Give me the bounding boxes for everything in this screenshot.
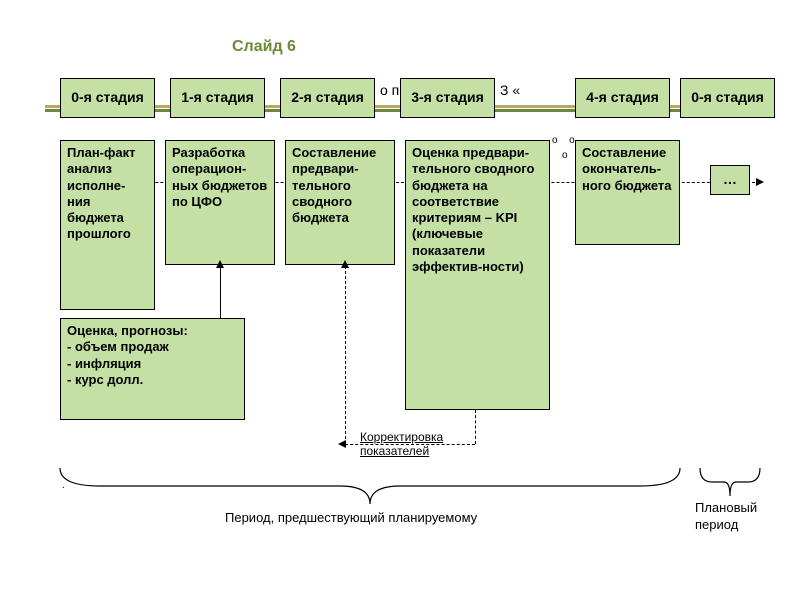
subtitle-frag-b: о п [380, 82, 399, 98]
brace-left [60, 468, 680, 508]
forecast-box: Оценка, прогнозы: - объем продаж - инфля… [60, 318, 245, 420]
forecast-arrow-head [216, 260, 224, 268]
period-left-label: Период, предшествующий планируемому [225, 510, 485, 527]
slide-title: Слайд 6 [232, 38, 296, 56]
corr-arrow-head [341, 260, 349, 268]
corr-v1 [345, 266, 346, 444]
block-5: … [710, 165, 750, 195]
stage-3: 3-я стадия [400, 78, 495, 118]
block-3: Оценка предвари-тельного сводного бюджет… [405, 140, 550, 410]
stray-circle2: o [562, 150, 568, 161]
stage-2: 2-я стадия [280, 78, 375, 118]
stage-0b: 0-я стадия [680, 78, 775, 118]
stray-circles: o o [552, 135, 577, 146]
brace-right [700, 468, 760, 502]
block-4: Составление окончатель-ного бюджета [575, 140, 680, 245]
subtitle-frag-c: З « [500, 82, 520, 98]
stage-1: 1-я стадия [170, 78, 265, 118]
forecast-arrow-line [220, 266, 221, 318]
block-1: Разработка операцион-ных бюджетов по ЦФО [165, 140, 275, 265]
flow-arrow-head [756, 178, 764, 186]
stage-4: 4-я стадия [575, 78, 670, 118]
block-0: План-факт анализ исполне-ния бюджета про… [60, 140, 155, 310]
period-right-label: Плановый период [695, 500, 785, 534]
stage-0: 0-я стадия [60, 78, 155, 118]
corr-arrow-head2 [338, 440, 346, 448]
block-2: Составление предвари-тельного сводного б… [285, 140, 395, 265]
correction-label: Корректировка показателей [360, 430, 490, 459]
